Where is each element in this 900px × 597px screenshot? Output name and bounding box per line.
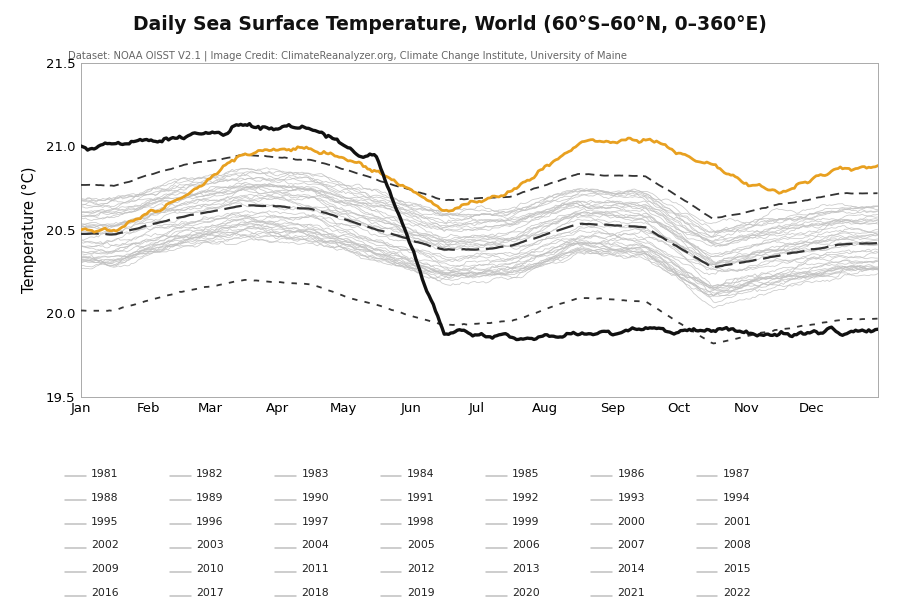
Text: 1997: 1997 — [302, 516, 329, 527]
Text: 2017: 2017 — [196, 588, 224, 597]
Text: 2003: 2003 — [196, 540, 224, 550]
Text: 1996: 1996 — [196, 516, 224, 527]
Text: 2015: 2015 — [723, 564, 751, 574]
Text: 1982: 1982 — [196, 469, 224, 479]
Text: 2008: 2008 — [723, 540, 751, 550]
Text: 1994: 1994 — [723, 493, 751, 503]
Text: 1998: 1998 — [407, 516, 435, 527]
Y-axis label: Temperature (°C): Temperature (°C) — [22, 167, 38, 293]
Text: 2004: 2004 — [302, 540, 329, 550]
Text: 1987: 1987 — [723, 469, 751, 479]
Text: 2007: 2007 — [617, 540, 645, 550]
Text: 2016: 2016 — [91, 588, 119, 597]
Text: 2010: 2010 — [196, 564, 224, 574]
Text: 1993: 1993 — [617, 493, 645, 503]
Text: 1992: 1992 — [512, 493, 540, 503]
Text: 2021: 2021 — [617, 588, 645, 597]
Text: 1988: 1988 — [91, 493, 119, 503]
Text: 1981: 1981 — [91, 469, 119, 479]
Text: 2001: 2001 — [723, 516, 751, 527]
Text: Daily Sea Surface Temperature, World (60°S–60°N, 0–360°E): Daily Sea Surface Temperature, World (60… — [133, 15, 767, 34]
Text: 1986: 1986 — [617, 469, 645, 479]
Text: 2006: 2006 — [512, 540, 540, 550]
Text: 2002: 2002 — [91, 540, 119, 550]
Text: 2012: 2012 — [407, 564, 435, 574]
Text: 1991: 1991 — [407, 493, 435, 503]
Text: Dataset: NOAA OISST V2.1 | Image Credit: ClimateReanalyzer.org, Climate Change I: Dataset: NOAA OISST V2.1 | Image Credit:… — [68, 51, 626, 61]
Text: 1995: 1995 — [91, 516, 119, 527]
Text: 1999: 1999 — [512, 516, 540, 527]
Text: 2009: 2009 — [91, 564, 119, 574]
Text: 2011: 2011 — [302, 564, 329, 574]
Text: 2005: 2005 — [407, 540, 435, 550]
Text: 1983: 1983 — [302, 469, 329, 479]
Text: 2013: 2013 — [512, 564, 540, 574]
Text: 2018: 2018 — [302, 588, 329, 597]
Text: 2014: 2014 — [617, 564, 645, 574]
Text: 1990: 1990 — [302, 493, 329, 503]
Text: 2020: 2020 — [512, 588, 540, 597]
Text: 1984: 1984 — [407, 469, 435, 479]
Text: 2019: 2019 — [407, 588, 435, 597]
Text: 2000: 2000 — [617, 516, 645, 527]
Text: 1989: 1989 — [196, 493, 224, 503]
Text: 1985: 1985 — [512, 469, 540, 479]
Text: 2022: 2022 — [723, 588, 751, 597]
